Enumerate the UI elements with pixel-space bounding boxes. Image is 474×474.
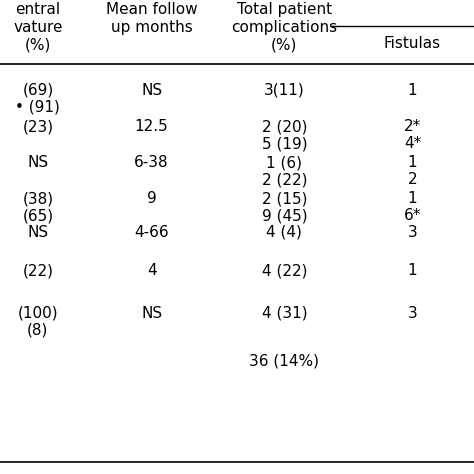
Text: 9 (45): 9 (45) <box>262 208 307 223</box>
Text: 4-66: 4-66 <box>134 225 169 240</box>
Text: (23): (23) <box>22 119 54 135</box>
Text: 9: 9 <box>147 191 156 207</box>
Text: Mean follow
up months: Mean follow up months <box>106 2 198 35</box>
Text: (69): (69) <box>22 83 54 98</box>
Text: (22): (22) <box>22 263 54 278</box>
Text: entral
vature
(%): entral vature (%) <box>13 2 63 52</box>
Text: 4: 4 <box>147 263 156 278</box>
Text: 1: 1 <box>408 83 417 98</box>
Text: 1: 1 <box>408 155 417 171</box>
Text: NS: NS <box>27 155 48 171</box>
Text: (38): (38) <box>22 191 54 207</box>
Text: 5 (19): 5 (19) <box>262 136 307 151</box>
Text: • (91): • (91) <box>16 100 60 115</box>
Text: 1: 1 <box>408 191 417 207</box>
Text: 3(11): 3(11) <box>264 83 305 98</box>
Text: 3: 3 <box>408 306 417 321</box>
Text: 4*: 4* <box>404 136 421 151</box>
Text: 1: 1 <box>408 263 417 278</box>
Text: NS: NS <box>141 306 162 321</box>
Text: NS: NS <box>27 225 48 240</box>
Text: (65): (65) <box>22 208 54 223</box>
Text: 6-38: 6-38 <box>134 155 169 171</box>
Text: 12.5: 12.5 <box>135 119 169 135</box>
Text: 4 (31): 4 (31) <box>262 306 307 321</box>
Text: 4 (4): 4 (4) <box>266 225 302 240</box>
Text: 1 (6): 1 (6) <box>266 155 302 171</box>
Text: 6*: 6* <box>404 208 421 223</box>
Text: 3: 3 <box>408 225 417 240</box>
Text: (8): (8) <box>27 322 49 337</box>
Text: 2 (15): 2 (15) <box>262 191 307 207</box>
Text: Fistulas: Fistulas <box>384 36 441 51</box>
Text: 2*: 2* <box>404 119 421 135</box>
Text: 36 (14%): 36 (14%) <box>249 353 319 368</box>
Text: 2 (20): 2 (20) <box>262 119 307 135</box>
Text: NS: NS <box>141 83 162 98</box>
Text: (100): (100) <box>18 306 58 321</box>
Text: 4 (22): 4 (22) <box>262 263 307 278</box>
Text: 2: 2 <box>408 172 417 187</box>
Text: Total patient
complications
(%): Total patient complications (%) <box>231 2 337 52</box>
Text: 2 (22): 2 (22) <box>262 172 307 187</box>
